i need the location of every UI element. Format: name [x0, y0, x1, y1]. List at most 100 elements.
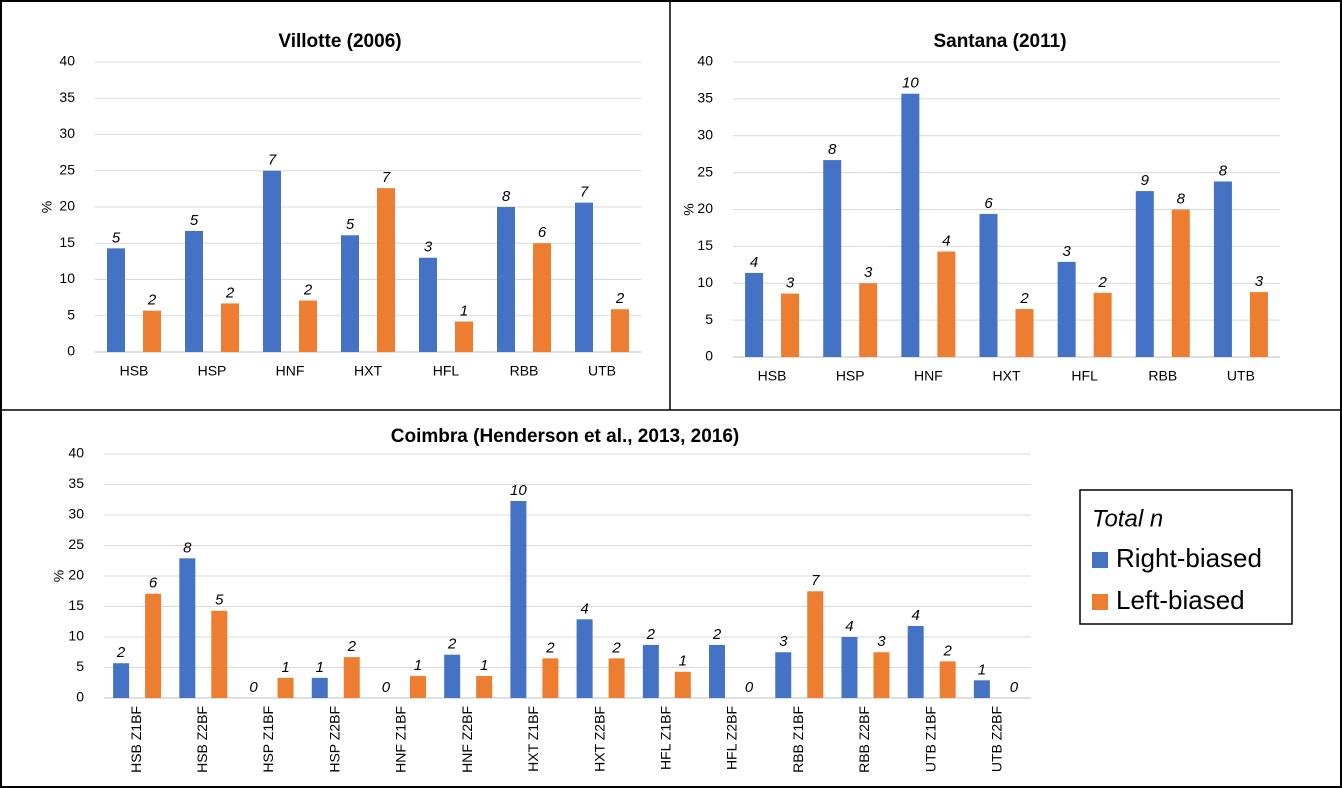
legend-label: Left-biased — [1116, 585, 1245, 615]
bar — [674, 671, 691, 698]
data-label: 3 — [1062, 243, 1071, 260]
x-tick-label: HSB Z1BF — [128, 706, 144, 773]
data-label: 4 — [912, 607, 920, 624]
x-tick-label: HSP — [836, 368, 865, 384]
bar — [377, 188, 395, 352]
y-tick-label: 5 — [67, 306, 75, 322]
x-tick-label: HXT — [993, 368, 1021, 384]
bar — [575, 202, 593, 352]
data-label: 2 — [116, 644, 126, 661]
y-tick-label: 15 — [68, 597, 84, 613]
data-label: 10 — [510, 482, 527, 499]
bar — [611, 309, 629, 352]
bar — [299, 300, 317, 352]
data-label: 3 — [786, 275, 795, 292]
x-tick-label: HFL Z2BF — [724, 706, 740, 770]
bar — [419, 257, 437, 352]
data-label: 0 — [1010, 679, 1019, 696]
data-label: 2 — [611, 639, 621, 656]
bar — [576, 619, 593, 698]
x-tick-label: RBB — [1148, 368, 1177, 384]
chart-title: Coimbra (Henderson et al., 2013, 2016) — [391, 426, 739, 447]
data-label: 9 — [1141, 172, 1150, 189]
bar — [1057, 261, 1076, 357]
bar — [263, 170, 281, 352]
y-tick-label: 30 — [697, 126, 713, 142]
data-label: 2 — [225, 284, 235, 301]
data-label: 3 — [877, 633, 886, 650]
bar — [1171, 209, 1190, 357]
x-tick-label: HFL Z1BF — [658, 706, 674, 770]
data-label: 2 — [712, 626, 722, 643]
bar — [185, 230, 203, 352]
x-tick-label: HXT Z1BF — [525, 706, 541, 772]
bar — [311, 677, 328, 698]
data-label: 7 — [382, 169, 391, 186]
data-label: 2 — [615, 290, 625, 307]
bar — [907, 626, 924, 698]
x-tick-label: RBB Z1BF — [790, 706, 806, 773]
data-label: 1 — [281, 659, 289, 676]
bar — [107, 248, 125, 352]
bar — [221, 303, 239, 352]
bar — [608, 658, 625, 698]
bar — [455, 321, 473, 352]
x-tick-label: HNF — [276, 363, 305, 379]
y-axis-label: % — [39, 201, 55, 213]
x-tick-label: HNF — [914, 368, 943, 384]
bar — [781, 293, 800, 357]
x-tick-label: UTB — [588, 363, 616, 379]
y-tick-label: 5 — [705, 311, 713, 327]
x-tick-label: HSB — [120, 363, 149, 379]
y-tick-label: 0 — [76, 689, 84, 705]
data-label: 10 — [902, 75, 919, 92]
data-label: 4 — [942, 233, 950, 250]
data-label: 8 — [828, 141, 837, 158]
data-label: 3 — [779, 633, 788, 650]
bar — [533, 243, 551, 352]
data-label: 5 — [215, 592, 224, 609]
data-label: 7 — [580, 184, 589, 201]
x-tick-label: HNF Z2BF — [459, 706, 475, 773]
bar — [873, 652, 890, 698]
x-tick-label: HXT Z2BF — [591, 706, 607, 772]
bar — [497, 207, 515, 352]
y-tick-label: 20 — [59, 198, 75, 214]
x-tick-label: RBB — [510, 363, 539, 379]
data-label: 1 — [316, 659, 324, 676]
data-label: 2 — [147, 292, 157, 309]
bar — [343, 657, 360, 698]
bar — [901, 93, 920, 358]
chart-title: Santana (2011) — [933, 31, 1066, 52]
legend-label: Right-biased — [1116, 543, 1262, 573]
bar — [823, 160, 842, 357]
y-tick-label: 40 — [59, 53, 75, 69]
bar — [113, 663, 130, 698]
y-axis-label: % — [51, 570, 67, 582]
y-tick-label: 10 — [697, 274, 713, 290]
y-tick-label: 25 — [68, 536, 84, 552]
y-tick-label: 35 — [68, 475, 84, 491]
x-tick-label: HXT — [354, 363, 382, 379]
data-label: 0 — [745, 679, 754, 696]
y-tick-label: 25 — [59, 161, 75, 177]
chart-title: Villotte (2006) — [278, 31, 401, 52]
data-label: 6 — [149, 575, 158, 592]
data-label: 7 — [268, 152, 277, 169]
x-tick-label: UTB Z1BF — [922, 706, 938, 772]
y-tick-label: 20 — [697, 200, 713, 216]
legend-swatch — [1092, 552, 1108, 568]
x-tick-label: HFL — [433, 363, 460, 379]
bar — [143, 310, 161, 352]
y-tick-label: 10 — [68, 628, 84, 644]
bar — [145, 593, 162, 698]
data-label: 4 — [580, 600, 588, 617]
bar — [709, 644, 726, 698]
x-tick-label: UTB Z2BF — [989, 706, 1005, 772]
data-label: 1 — [978, 661, 986, 678]
bar — [939, 661, 956, 698]
y-tick-label: 30 — [59, 125, 75, 141]
data-label: 8 — [1177, 190, 1186, 207]
y-tick-label: 35 — [697, 90, 713, 106]
